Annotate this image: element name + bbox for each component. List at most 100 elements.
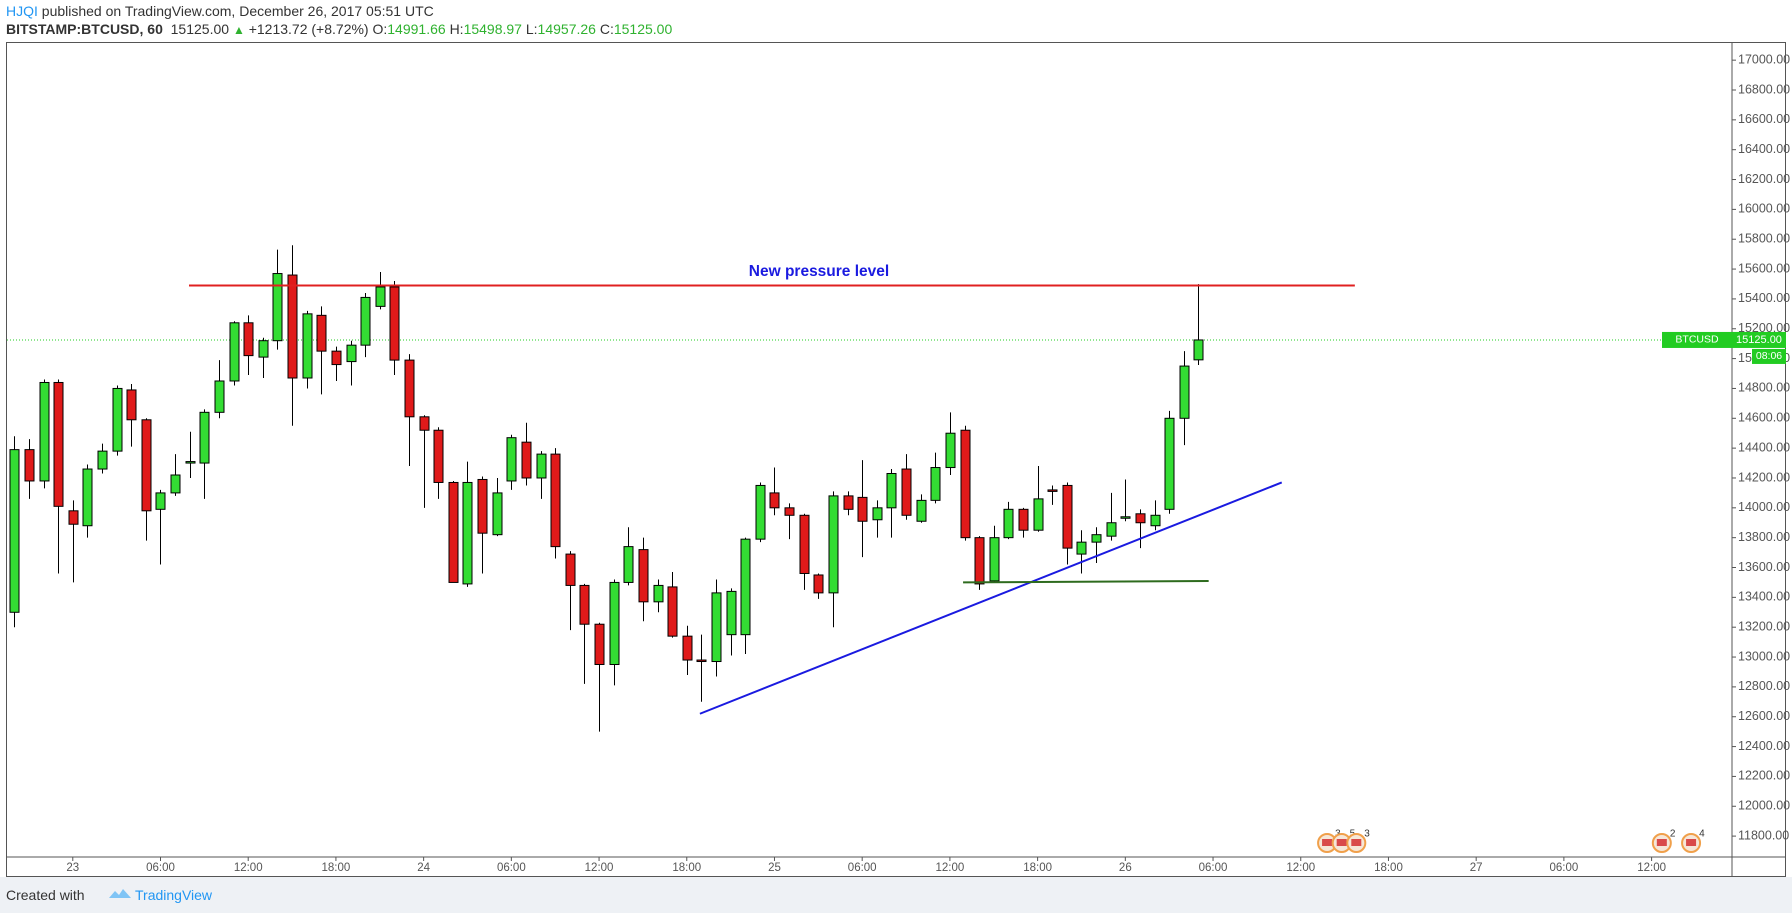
- candle-body: [565, 553, 576, 586]
- candle-body: [97, 450, 108, 470]
- x-tick-label: 27: [1470, 862, 1483, 874]
- x-tick-label: 24: [417, 862, 430, 874]
- y-tick-label: 12800.00: [1738, 679, 1790, 693]
- footer: Created with TradingView: [0, 877, 1792, 913]
- candle-body: [82, 468, 93, 527]
- candle-body: [404, 359, 415, 418]
- event-flag: [1322, 839, 1333, 846]
- candle-body: [536, 453, 547, 479]
- event-count: 2: [1670, 829, 1676, 840]
- y-tick-label: 14200.00: [1738, 470, 1790, 484]
- y-tick-label: 11800.00: [1738, 828, 1789, 842]
- candle-body: [24, 449, 35, 482]
- y-tick-label: 16200.00: [1738, 172, 1790, 186]
- candle-body: [1135, 513, 1146, 524]
- candle-body: [579, 584, 590, 625]
- tv-logo: [109, 889, 131, 898]
- candle-body: [331, 350, 342, 366]
- y-tick-label: 13600.00: [1738, 560, 1790, 574]
- y-tick-label: 16000.00: [1738, 202, 1790, 216]
- y-tick-label: 13800.00: [1738, 530, 1790, 544]
- candle-body: [302, 313, 313, 379]
- x-tick-label: 12:00: [1286, 862, 1315, 874]
- candle-body: [448, 481, 459, 583]
- tradingview-link[interactable]: TradingView: [135, 887, 213, 903]
- candle-body: [682, 635, 693, 661]
- candle-body: [229, 322, 240, 382]
- candle-body: [462, 481, 473, 585]
- candle-body: [389, 286, 400, 361]
- x-tick-label: 06:00: [1199, 862, 1228, 874]
- plot: [7, 245, 1732, 732]
- x-tick-label: 06:00: [146, 862, 175, 874]
- x-tick-label: 18:00: [672, 862, 701, 874]
- candle-body: [916, 499, 927, 522]
- candle-body: [68, 510, 79, 525]
- event-count: 3: [1364, 829, 1370, 840]
- x-tick-label: 06:00: [497, 862, 526, 874]
- candle-body: [258, 340, 269, 358]
- candle-body: [886, 473, 897, 509]
- candle-body: [857, 496, 868, 522]
- candle-body: [930, 467, 941, 501]
- h-label: H:: [449, 21, 464, 37]
- x-tick-label: 12:00: [234, 862, 263, 874]
- candle-body: [126, 389, 137, 421]
- candle-body: [623, 546, 634, 583]
- candle-body: [521, 441, 532, 479]
- candle-body: [1033, 498, 1044, 531]
- candle-body: [1150, 514, 1161, 527]
- last: 15125.00: [170, 21, 230, 37]
- candle-body: [433, 429, 444, 483]
- y-tick-label: 17000.00: [1738, 52, 1790, 66]
- ohlc: O:14991.66 H:15498.97 L:14957.26 C:15125…: [372, 21, 672, 37]
- publish-info: HJQI published on TradingView.com, Decem…: [6, 3, 434, 19]
- y-tick-label: 15400.00: [1738, 291, 1790, 305]
- candle-body: [769, 492, 780, 509]
- o-value: 14991.66: [387, 21, 446, 37]
- y-tick-label: 13000.00: [1738, 649, 1790, 663]
- x-tick-label: 18:00: [322, 862, 351, 874]
- candle-body: [960, 429, 971, 539]
- l-value: 14957.26: [537, 21, 596, 37]
- y-tick-label: 15200.00: [1738, 321, 1790, 335]
- candle-body: [653, 584, 664, 603]
- l-label: L:: [525, 21, 538, 37]
- candle-body: [1091, 534, 1102, 543]
- candle-body: [360, 296, 371, 346]
- y-tick-label: 15800.00: [1738, 232, 1790, 246]
- candle-body: [9, 449, 20, 613]
- y-tick-label: 12600.00: [1738, 709, 1790, 723]
- y-tick-label: 16400.00: [1738, 142, 1790, 156]
- o-label: O:: [372, 21, 388, 37]
- candle-body: [1164, 417, 1175, 510]
- price-box: [1732, 331, 1786, 348]
- event-flag: [1686, 839, 1697, 846]
- candle-body: [419, 416, 430, 431]
- candle-body: [199, 411, 210, 464]
- x-tick-label: 12:00: [585, 862, 614, 874]
- x-tick-label: 23: [66, 862, 79, 874]
- event-flag: [1351, 839, 1362, 846]
- candle-body: [828, 495, 839, 594]
- candle-body: [1062, 484, 1073, 549]
- y-tick-label: 16800.00: [1738, 82, 1790, 96]
- c-value: 15125.00: [613, 21, 673, 37]
- candle-body: [1076, 541, 1087, 555]
- candle-body: [375, 286, 386, 307]
- x-tick-label: 12:00: [1637, 862, 1666, 874]
- symbol-box: [1662, 331, 1732, 348]
- candle-body: [1047, 489, 1058, 492]
- x-tick-label: 18:00: [1374, 862, 1403, 874]
- symbol: BITSTAMP:BTCUSD, 60: [6, 21, 163, 37]
- candle-body: [141, 419, 152, 512]
- candle-body: [843, 495, 854, 510]
- candle-body: [243, 322, 254, 357]
- h-value: 15498.97: [463, 21, 522, 37]
- candle-body: [39, 381, 50, 482]
- up-arrow: ▲: [232, 23, 245, 37]
- candle-body: [1018, 508, 1029, 531]
- publisher[interactable]: HJQI: [6, 3, 38, 19]
- candle-body: [696, 659, 707, 663]
